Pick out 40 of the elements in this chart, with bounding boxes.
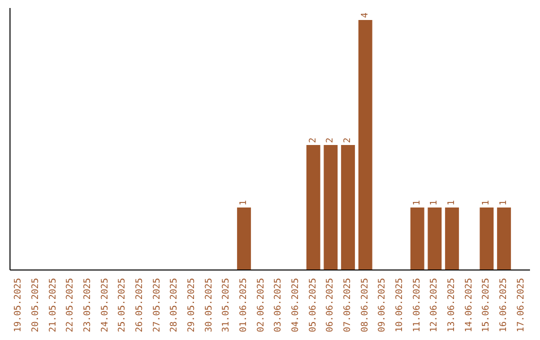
data-label: 1 [412,200,422,206]
x-tick-label: 24.05.2025 [100,278,110,332]
x-tick-label: 13.06.2025 [447,278,457,332]
x-tick-label: 09.06.2025 [378,278,388,332]
x-tick-label: 31.05.2025 [222,278,232,332]
x-tick-label: 25.05.2025 [118,278,128,332]
x-tick-label: 21.05.2025 [48,278,58,332]
data-label: 1 [499,200,509,206]
x-tick-label: 14.06.2025 [464,278,474,332]
x-tick-label: 23.05.2025 [83,278,93,332]
x-tick-label: 27.05.2025 [152,278,162,332]
x-tick-label: 06.06.2025 [326,278,336,332]
x-tick-label: 08.06.2025 [360,278,370,332]
x-tick-label: 30.05.2025 [204,278,214,332]
x-tick-label: 15.06.2025 [482,278,492,332]
x-tick-label: 07.06.2025 [343,278,353,332]
x-tick-label: 03.06.2025 [274,278,284,332]
data-label: 2 [308,138,318,143]
x-tick-label: 10.06.2025 [395,278,405,332]
x-tick-label: 22.05.2025 [66,278,76,332]
x-tick-label: 04.06.2025 [291,278,301,332]
x-tick-label: 28.05.2025 [170,278,180,332]
x-tick-label: 29.05.2025 [187,278,197,332]
data-label: 1 [239,200,249,206]
data-label: 1 [447,200,457,206]
x-tick-label: 11.06.2025 [412,278,422,332]
x-tick-label: 20.05.2025 [31,278,41,332]
x-tick-label: 17.06.2025 [516,278,526,332]
x-tick-label: 26.05.2025 [135,278,145,332]
x-tick-label: 16.06.2025 [499,278,509,332]
data-label: 1 [430,200,440,206]
x-tick-label: 02.06.2025 [256,278,266,332]
x-tick-label: 19.05.2025 [14,278,24,332]
data-label: 2 [343,138,353,143]
data-label: 1 [482,200,492,206]
data-label: 4 [360,12,370,18]
x-tick-label: 12.06.2025 [430,278,440,332]
x-tick-label: 01.06.2025 [239,278,249,332]
data-label: 2 [326,138,336,143]
x-tick-label: 05.06.2025 [308,278,318,332]
